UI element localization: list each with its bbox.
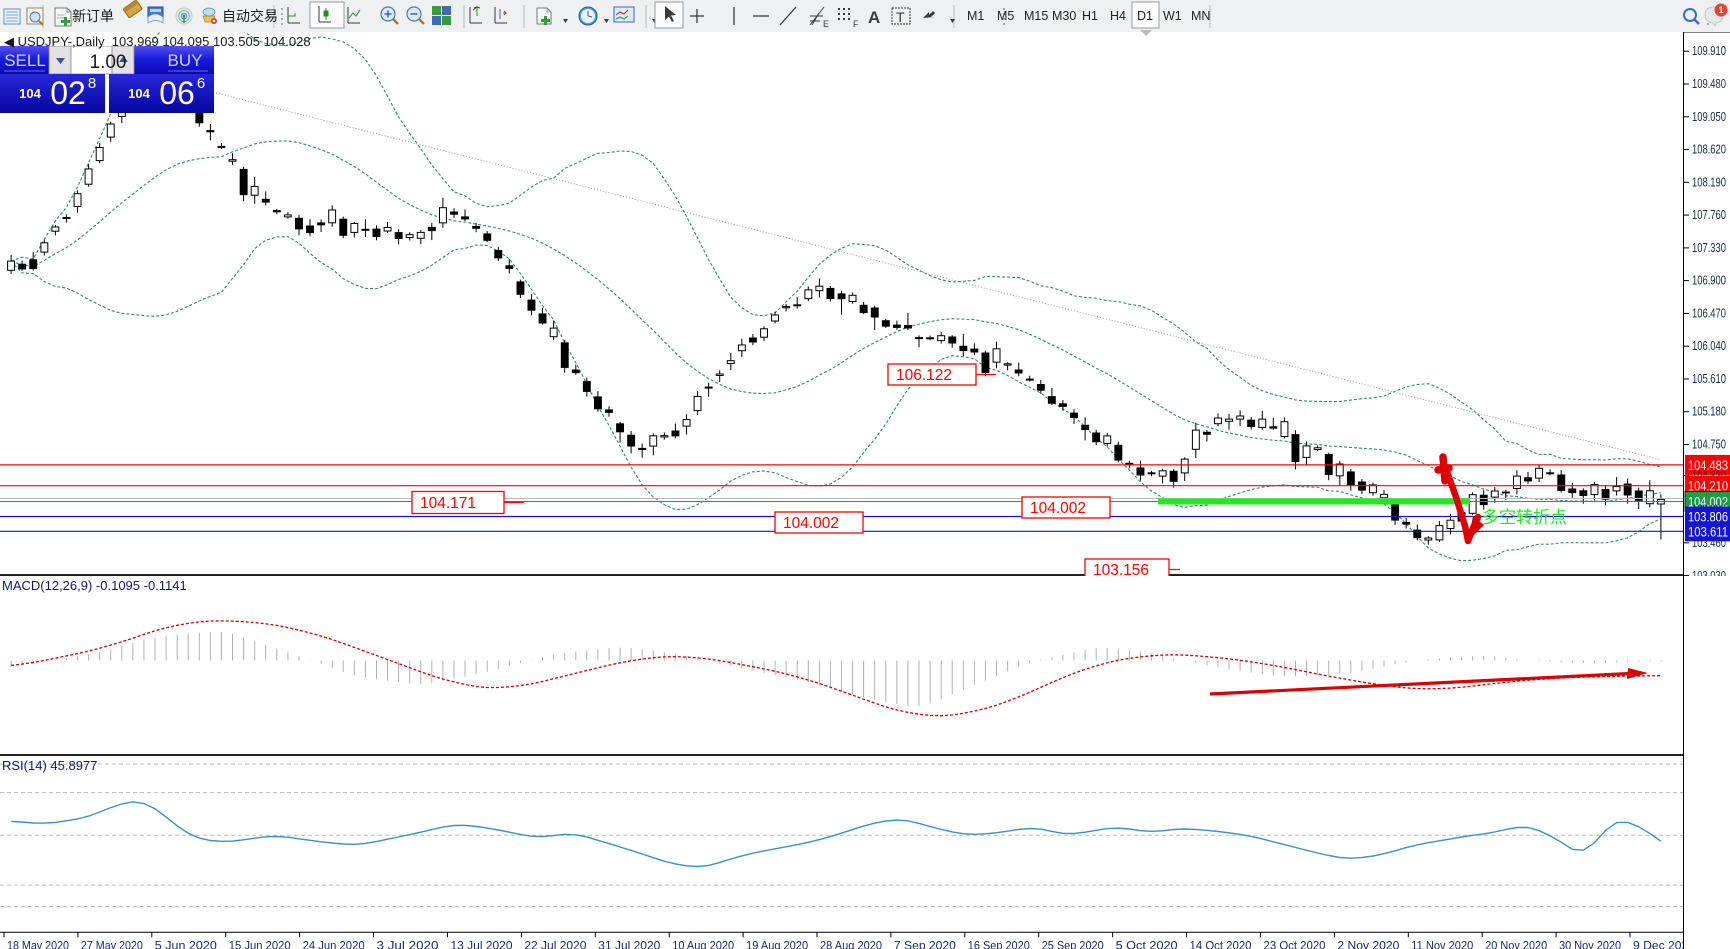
svg-text:2 Nov 2020: 2 Nov 2020 [1337,938,1399,949]
svg-text:107.330: 107.330 [1692,241,1726,255]
svg-text:23 Oct 2020: 23 Oct 2020 [1264,938,1326,949]
svg-text:5 Oct 2020: 5 Oct 2020 [1116,938,1178,949]
svg-text:W1: W1 [1163,9,1182,23]
svg-text:15 Jun 2020: 15 Jun 2020 [229,938,291,949]
svg-text:22 Jul 2020: 22 Jul 2020 [524,938,586,949]
svg-text:9 Dec 2020: 9 Dec 2020 [1633,938,1683,949]
svg-text:19 Aug 2020: 19 Aug 2020 [746,938,808,949]
svg-text:14 Oct 2020: 14 Oct 2020 [1190,938,1252,949]
svg-text:D1: D1 [1137,9,1153,23]
svg-text:103.460: 103.460 [1692,538,1726,550]
svg-text:25 Sep 2020: 25 Sep 2020 [1042,938,1104,949]
svg-text:16 Sep 2020: 16 Sep 2020 [968,938,1030,949]
svg-text:104: 104 [128,86,150,101]
svg-text:02: 02 [50,75,86,111]
svg-text:11 Nov 2020: 11 Nov 2020 [1411,938,1473,949]
svg-text:M30: M30 [1052,9,1076,23]
svg-text:31 Jul 2020: 31 Jul 2020 [598,938,660,949]
svg-text:108.620: 108.620 [1692,143,1726,157]
svg-text:108.190: 108.190 [1692,175,1726,189]
svg-text:MN: MN [1191,9,1210,23]
svg-text:H4: H4 [1110,9,1126,23]
svg-text:13 Jul 2020: 13 Jul 2020 [451,938,513,949]
svg-text:3 Jul 2020: 3 Jul 2020 [377,938,439,949]
svg-text:M1: M1 [967,9,984,23]
svg-text:H1: H1 [1082,9,1098,23]
svg-text:20 Nov 2020: 20 Nov 2020 [1485,938,1547,949]
svg-text:106.470: 106.470 [1692,306,1726,320]
svg-text:T: T [896,9,905,25]
svg-text:27 May 2020: 27 May 2020 [81,938,143,949]
svg-text:109.480: 109.480 [1692,77,1726,91]
svg-text:106.040: 106.040 [1692,339,1726,353]
svg-text:F: F [853,19,859,29]
svg-text:5 Jun 2020: 5 Jun 2020 [155,938,217,949]
svg-text:24 Jun 2020: 24 Jun 2020 [303,938,365,949]
svg-text:06: 06 [159,75,195,111]
svg-text:SELL: SELL [4,51,46,70]
svg-text:自动交易: 自动交易 [222,8,278,24]
svg-text:M5: M5 [997,9,1014,23]
svg-text:6: 6 [197,75,205,92]
svg-text:28 Aug 2020: 28 Aug 2020 [820,938,882,949]
svg-text:A: A [868,8,880,27]
svg-text:104: 104 [19,86,41,101]
svg-text:109.050: 109.050 [1692,110,1726,124]
svg-text:107.760: 107.760 [1692,208,1726,222]
svg-text:1.00: 1.00 [90,52,127,73]
svg-text:10 Aug 2020: 10 Aug 2020 [672,938,734,949]
svg-text:BUY: BUY [168,51,203,70]
svg-text:105.180: 105.180 [1692,405,1726,419]
svg-text:106.900: 106.900 [1692,274,1726,288]
svg-text:7 Sep 2020: 7 Sep 2020 [894,938,956,949]
svg-text:105.610: 105.610 [1692,372,1726,386]
svg-text:1: 1 [1718,5,1723,15]
svg-text:8: 8 [88,75,96,92]
svg-text:18 May 2020: 18 May 2020 [7,938,69,949]
svg-text:M15: M15 [1024,9,1048,23]
svg-text:104.750: 104.750 [1692,438,1726,452]
svg-text:E: E [823,19,829,29]
svg-text:新订单: 新订单 [72,8,114,24]
svg-text:30 Nov 2020: 30 Nov 2020 [1559,938,1621,949]
